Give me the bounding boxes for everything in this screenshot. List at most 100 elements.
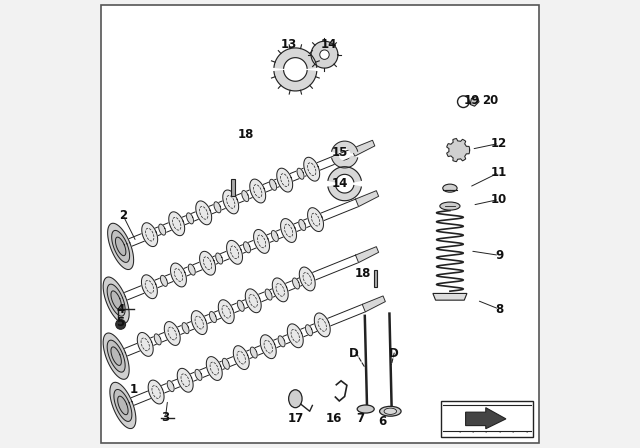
Text: 13: 13 bbox=[280, 38, 297, 52]
Polygon shape bbox=[148, 380, 164, 404]
Polygon shape bbox=[177, 368, 193, 392]
Polygon shape bbox=[299, 220, 306, 230]
Polygon shape bbox=[186, 213, 193, 224]
Polygon shape bbox=[170, 263, 186, 287]
Polygon shape bbox=[287, 324, 303, 348]
Text: 17: 17 bbox=[287, 412, 303, 426]
Polygon shape bbox=[362, 296, 385, 312]
Polygon shape bbox=[214, 202, 221, 213]
Text: ·: · bbox=[525, 431, 527, 436]
Polygon shape bbox=[265, 289, 272, 300]
Polygon shape bbox=[108, 223, 134, 270]
Polygon shape bbox=[107, 340, 125, 372]
Polygon shape bbox=[311, 41, 338, 68]
Polygon shape bbox=[308, 208, 323, 232]
Polygon shape bbox=[250, 179, 266, 203]
Polygon shape bbox=[167, 381, 174, 392]
Text: 6: 6 bbox=[379, 414, 387, 428]
Polygon shape bbox=[271, 231, 278, 241]
Polygon shape bbox=[300, 267, 315, 291]
Ellipse shape bbox=[380, 406, 401, 416]
Polygon shape bbox=[328, 185, 362, 201]
Polygon shape bbox=[209, 311, 216, 323]
Polygon shape bbox=[466, 408, 506, 429]
Polygon shape bbox=[292, 278, 300, 289]
Polygon shape bbox=[242, 190, 249, 202]
Polygon shape bbox=[304, 157, 319, 181]
Text: 2: 2 bbox=[119, 208, 127, 222]
Polygon shape bbox=[103, 333, 129, 379]
Text: 10: 10 bbox=[491, 193, 508, 206]
Polygon shape bbox=[245, 289, 261, 313]
Polygon shape bbox=[250, 347, 257, 358]
Text: ·: · bbox=[458, 431, 460, 436]
Text: 11: 11 bbox=[491, 166, 508, 179]
Polygon shape bbox=[138, 332, 153, 356]
Text: 1: 1 bbox=[130, 383, 138, 396]
Text: 15: 15 bbox=[332, 146, 348, 159]
Polygon shape bbox=[218, 300, 234, 323]
Text: ·: · bbox=[498, 431, 500, 436]
Text: 14: 14 bbox=[321, 38, 337, 52]
Bar bbox=[374, 270, 378, 287]
Polygon shape bbox=[114, 389, 132, 422]
Ellipse shape bbox=[440, 202, 460, 210]
Polygon shape bbox=[227, 241, 243, 264]
Polygon shape bbox=[110, 382, 136, 429]
Polygon shape bbox=[260, 335, 276, 358]
Polygon shape bbox=[352, 140, 375, 156]
Text: 9: 9 bbox=[495, 249, 503, 262]
Polygon shape bbox=[161, 276, 168, 286]
Polygon shape bbox=[182, 323, 189, 334]
Polygon shape bbox=[433, 293, 467, 300]
Ellipse shape bbox=[357, 405, 374, 413]
Polygon shape bbox=[169, 212, 185, 236]
Polygon shape bbox=[118, 396, 128, 415]
Polygon shape bbox=[191, 310, 207, 335]
Polygon shape bbox=[195, 370, 202, 380]
Polygon shape bbox=[332, 141, 358, 153]
Polygon shape bbox=[188, 264, 195, 275]
Circle shape bbox=[458, 96, 469, 108]
Polygon shape bbox=[314, 313, 330, 337]
Polygon shape bbox=[253, 229, 269, 253]
Polygon shape bbox=[206, 357, 222, 380]
Text: 18: 18 bbox=[238, 128, 254, 141]
Polygon shape bbox=[356, 191, 379, 207]
Polygon shape bbox=[328, 167, 362, 182]
Text: 8: 8 bbox=[495, 302, 503, 316]
Text: 20: 20 bbox=[482, 94, 499, 108]
Circle shape bbox=[116, 319, 125, 329]
Polygon shape bbox=[269, 179, 276, 190]
Text: D: D bbox=[389, 347, 399, 361]
Polygon shape bbox=[223, 190, 239, 214]
Polygon shape bbox=[272, 278, 288, 302]
Polygon shape bbox=[159, 224, 166, 235]
Polygon shape bbox=[280, 219, 296, 242]
Polygon shape bbox=[141, 275, 157, 299]
Polygon shape bbox=[237, 300, 244, 311]
Text: 7: 7 bbox=[356, 412, 364, 426]
Text: 4: 4 bbox=[116, 302, 125, 316]
Text: ·: · bbox=[511, 431, 514, 436]
Bar bbox=[441, 401, 532, 437]
Polygon shape bbox=[115, 237, 126, 256]
Polygon shape bbox=[470, 96, 479, 106]
Polygon shape bbox=[234, 346, 249, 370]
Text: 3: 3 bbox=[161, 411, 170, 424]
Text: 12: 12 bbox=[491, 137, 508, 150]
Polygon shape bbox=[216, 253, 223, 264]
Polygon shape bbox=[164, 322, 180, 345]
Polygon shape bbox=[111, 347, 122, 366]
Text: D: D bbox=[349, 347, 358, 361]
Polygon shape bbox=[223, 358, 229, 369]
Polygon shape bbox=[103, 277, 129, 323]
Bar bbox=[231, 179, 235, 196]
Polygon shape bbox=[297, 168, 304, 179]
Polygon shape bbox=[107, 284, 125, 316]
Polygon shape bbox=[200, 251, 216, 275]
Text: ·: · bbox=[484, 431, 487, 436]
Text: 18: 18 bbox=[355, 267, 371, 280]
Polygon shape bbox=[332, 156, 358, 168]
Circle shape bbox=[320, 50, 329, 60]
